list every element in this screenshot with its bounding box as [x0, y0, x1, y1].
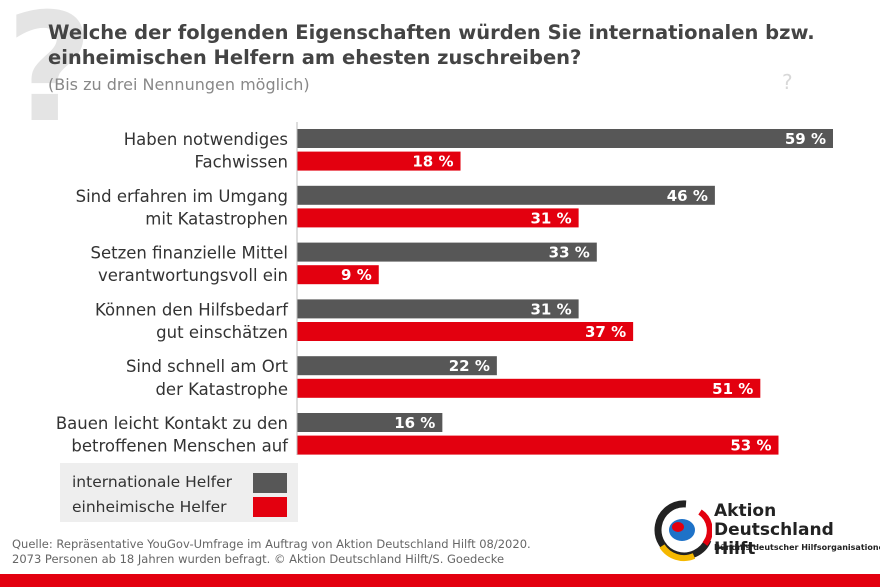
- organization-logo[interactable]: Aktion Deutschland Hilft Bündnis deutsch…: [652, 500, 880, 562]
- chart-title: Welche der folgenden Eigenschaften würde…: [48, 21, 815, 69]
- category-label: Sind erfahren im Umgang: [76, 187, 288, 206]
- legend: internationale Helfer einheimische Helfe…: [60, 463, 298, 522]
- category-label: der Katastrophe: [155, 380, 288, 399]
- category-label: gut einschätzen: [156, 323, 288, 342]
- bar-local: [297, 435, 779, 455]
- source-line-1: Quelle: Repräsentative YouGov-Umfrage im…: [12, 537, 531, 551]
- logo-tagline: Bündnis deutscher Hilfsorganisationen: [714, 543, 880, 552]
- bar-international: [297, 129, 833, 148]
- legend-swatch-international: [253, 473, 287, 493]
- question-mark-small-decoration: ?: [782, 70, 793, 94]
- bar-local: [297, 151, 461, 171]
- legend-swatch-local: [253, 497, 287, 517]
- logo-emblem-icon: [654, 500, 712, 561]
- bar-local: [297, 322, 634, 341]
- bar-international: [297, 242, 597, 262]
- bar-international: [297, 299, 579, 319]
- bar-value-label: 9 %: [341, 266, 372, 284]
- bar-local: [297, 265, 379, 285]
- bar-international: [297, 185, 715, 205]
- bar-value-label: 53 %: [730, 437, 771, 455]
- category-label: betroffenen Menschen auf: [71, 437, 289, 456]
- bottom-accent-bar: [0, 574, 880, 587]
- source-note: Quelle: Repräsentative YouGov-Umfrage im…: [12, 537, 531, 567]
- category-label: verantwortungsvoll ein: [98, 266, 288, 285]
- category-label: mit Katastrophen: [145, 209, 288, 228]
- logo-line-1: Aktion: [714, 501, 777, 521]
- bar-value-label: 37 %: [585, 323, 626, 341]
- question-mark-decoration: ?: [6, 0, 94, 156]
- bar-international: [297, 356, 497, 376]
- logo-line-2: Deutschland Hilft: [714, 520, 834, 559]
- bar-local: [297, 208, 579, 228]
- source-line-2: 2073 Personen ab 18 Jahren wurden befrag…: [12, 552, 505, 566]
- bar-value-label: 46 %: [667, 187, 708, 205]
- category-label: Setzen finanzielle Mittel: [91, 244, 288, 263]
- bar-value-label: 59 %: [785, 130, 826, 148]
- category-label: Fachwissen: [195, 153, 289, 172]
- category-label: Haben notwendiges: [124, 130, 288, 149]
- category-label: Bauen leicht Kontakt zu den: [56, 414, 288, 433]
- logo-name: Aktion Deutschland Hilft: [714, 502, 874, 559]
- bar-value-label: 31 %: [530, 209, 571, 227]
- chart-subtitle: (Bis zu drei Nennungen möglich): [48, 75, 310, 94]
- bar-value-label: 31 %: [530, 300, 571, 318]
- legend-label-international: internationale Helfer: [72, 473, 232, 491]
- bar-value-label: 16 %: [394, 414, 435, 432]
- bar-international: [297, 413, 443, 432]
- bar-value-label: 22 %: [449, 357, 490, 375]
- bar-local: [297, 378, 761, 398]
- category-label: Sind schnell am Ort: [126, 357, 289, 376]
- bar-value-label: 51 %: [712, 380, 753, 398]
- legend-label-local: einheimische Helfer: [72, 498, 227, 516]
- category-label: Können den Hilfsbedarf: [95, 300, 289, 319]
- bar-value-label: 18 %: [412, 153, 453, 171]
- bar-value-label: 33 %: [549, 244, 590, 262]
